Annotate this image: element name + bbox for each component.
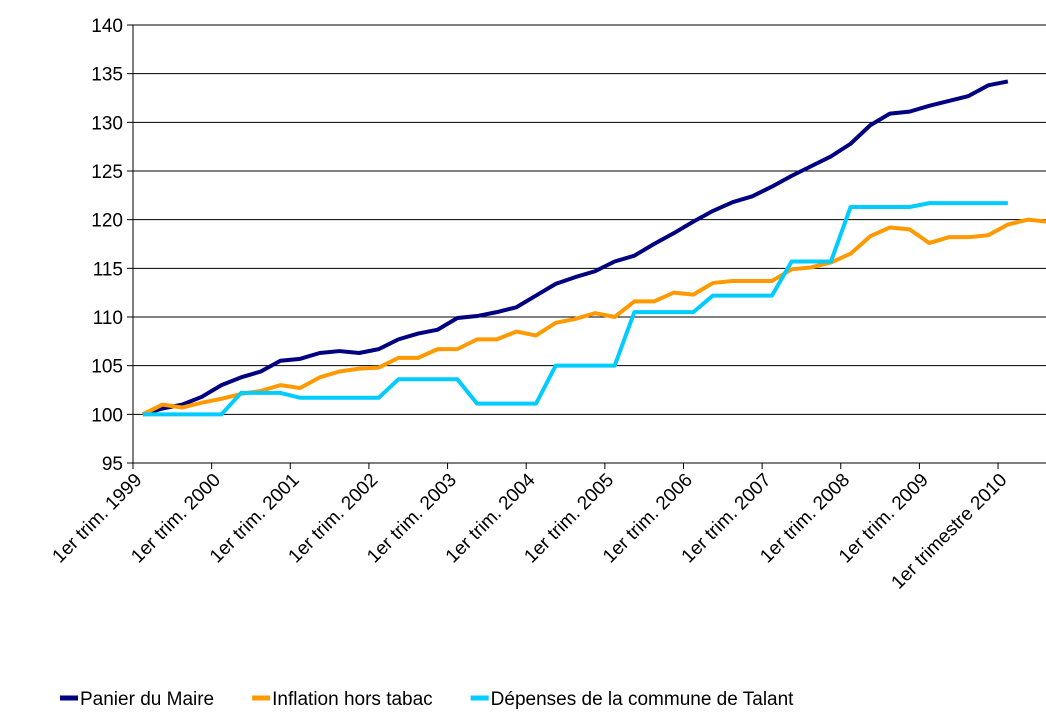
y-tick-label: 130 bbox=[91, 113, 123, 134]
legend-label: Panier du Maire bbox=[80, 689, 214, 710]
legend-label: Inflation hors tabac bbox=[272, 689, 433, 710]
y-tick-label: 105 bbox=[91, 357, 123, 378]
y-tick-label: 140 bbox=[91, 16, 123, 37]
series-line bbox=[142, 79, 1009, 417]
y-tick-label: 120 bbox=[91, 211, 123, 232]
y-tick-label: 125 bbox=[91, 162, 123, 183]
y-tick-label: 100 bbox=[91, 405, 123, 426]
series-line bbox=[141, 217, 1046, 417]
legend-label: Dépenses de la commune de Talant bbox=[491, 689, 795, 710]
series-line bbox=[142, 201, 1008, 417]
y-tick-label: 135 bbox=[91, 65, 123, 86]
y-tick-label: 110 bbox=[93, 308, 123, 329]
y-tick-label: 115 bbox=[93, 259, 123, 280]
y-tick-label: 95 bbox=[102, 454, 123, 475]
